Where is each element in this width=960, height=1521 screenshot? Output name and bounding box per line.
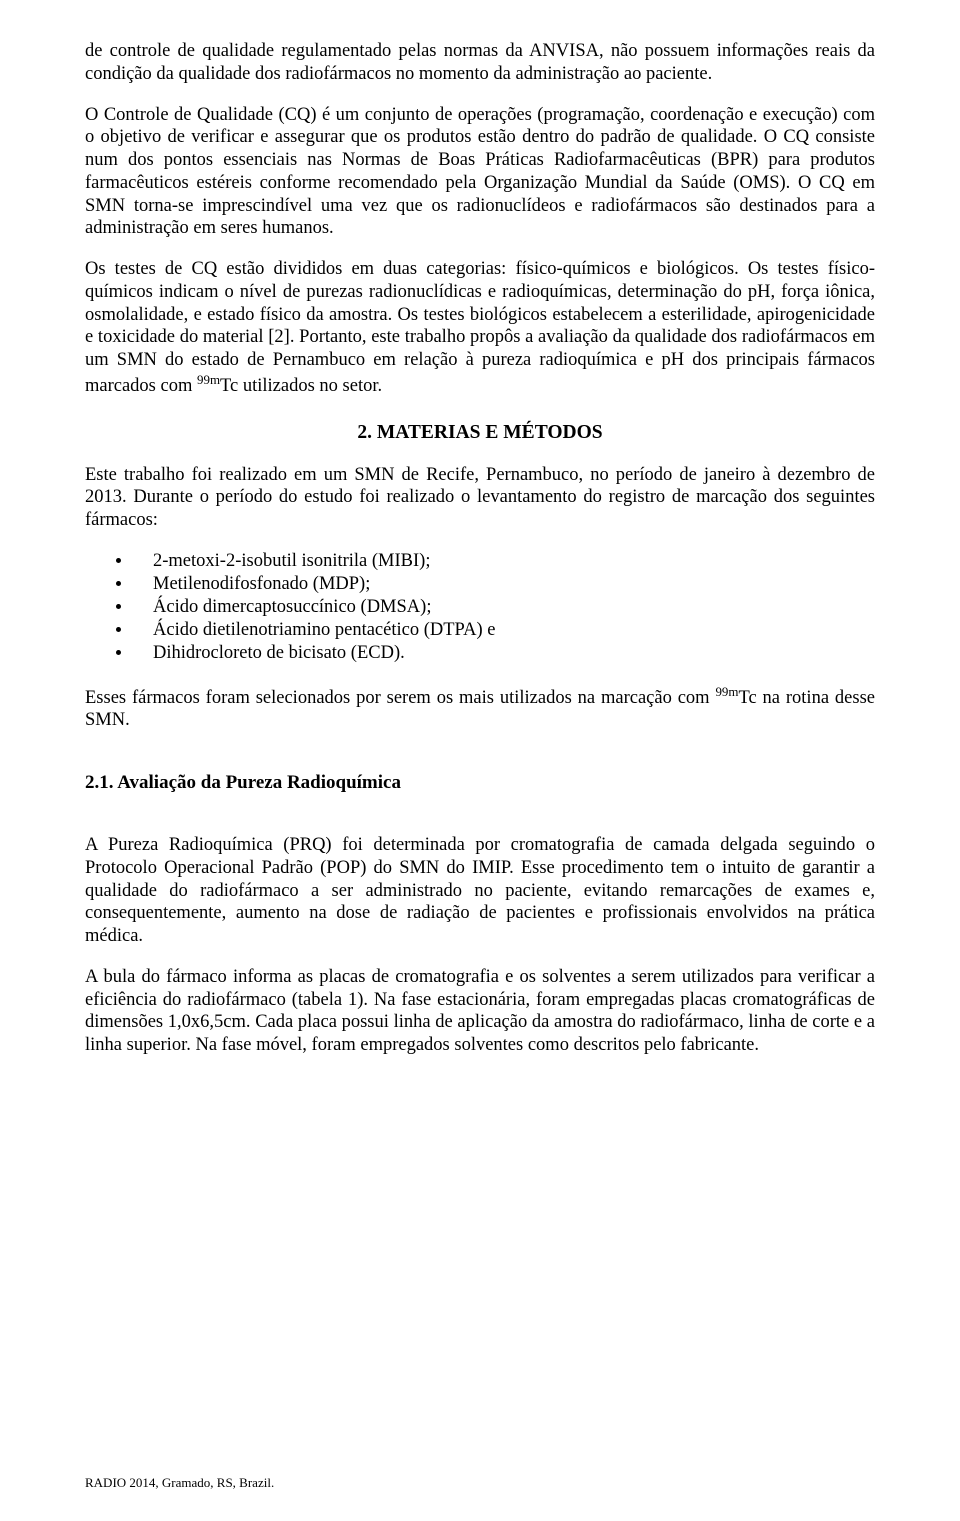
list-item: Dihidrocloreto de bicisato (ECD). [133, 642, 875, 665]
page-footer: RADIO 2014, Gramado, RS, Brazil. [85, 1475, 274, 1491]
paragraph-5: Esses fármacos foram selecionados por se… [85, 684, 875, 733]
paragraph-1: de controle de qualidade regulamentado p… [85, 40, 875, 86]
list-item: Metilenodifosfonado (MDP); [133, 573, 875, 596]
superscript-99m-2: 99m [715, 684, 738, 699]
paragraph-2: O Controle de Qualidade (CQ) é um conjun… [85, 104, 875, 241]
list-item: 2-metoxi-2-isobutil isonitrila (MIBI); [133, 550, 875, 573]
document-page: de controle de qualidade regulamentado p… [0, 0, 960, 1521]
subsection-heading-radiochemical-purity: 2.1. Avaliação da Pureza Radioquímica [85, 772, 875, 794]
list-item: Ácido dietilenotriamino pentacético (DTP… [133, 619, 875, 642]
paragraph-5-text-a: Esses fármacos foram selecionados por se… [85, 688, 715, 708]
paragraph-3: Os testes de CQ estão divididos em duas … [85, 258, 875, 398]
paragraph-6: A Pureza Radioquímica (PRQ) foi determin… [85, 834, 875, 948]
list-item: Ácido dimercaptosuccínico (DMSA); [133, 596, 875, 619]
superscript-99m-1: 99m [197, 372, 220, 387]
section-heading-materials-methods: 2. MATERIAS E MÉTODOS [85, 422, 875, 444]
pharmaceutical-list: 2-metoxi-2-isobutil isonitrila (MIBI); M… [85, 550, 875, 666]
paragraph-3-text-b: Tc utilizados no setor. [220, 376, 382, 396]
paragraph-7: A bula do fármaco informa as placas de c… [85, 966, 875, 1057]
paragraph-4: Este trabalho foi realizado em um SMN de… [85, 464, 875, 532]
